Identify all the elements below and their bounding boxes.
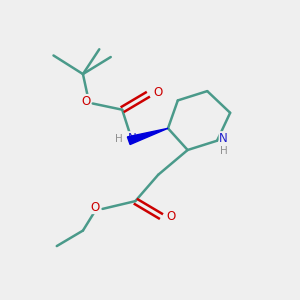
Text: O: O (166, 210, 175, 223)
Text: N: N (128, 132, 136, 145)
Text: N: N (219, 132, 228, 145)
Polygon shape (128, 128, 168, 145)
Text: O: O (153, 86, 162, 99)
Text: H: H (220, 146, 227, 156)
Text: O: O (91, 200, 100, 214)
Text: H: H (115, 134, 123, 144)
Text: O: O (81, 94, 90, 107)
